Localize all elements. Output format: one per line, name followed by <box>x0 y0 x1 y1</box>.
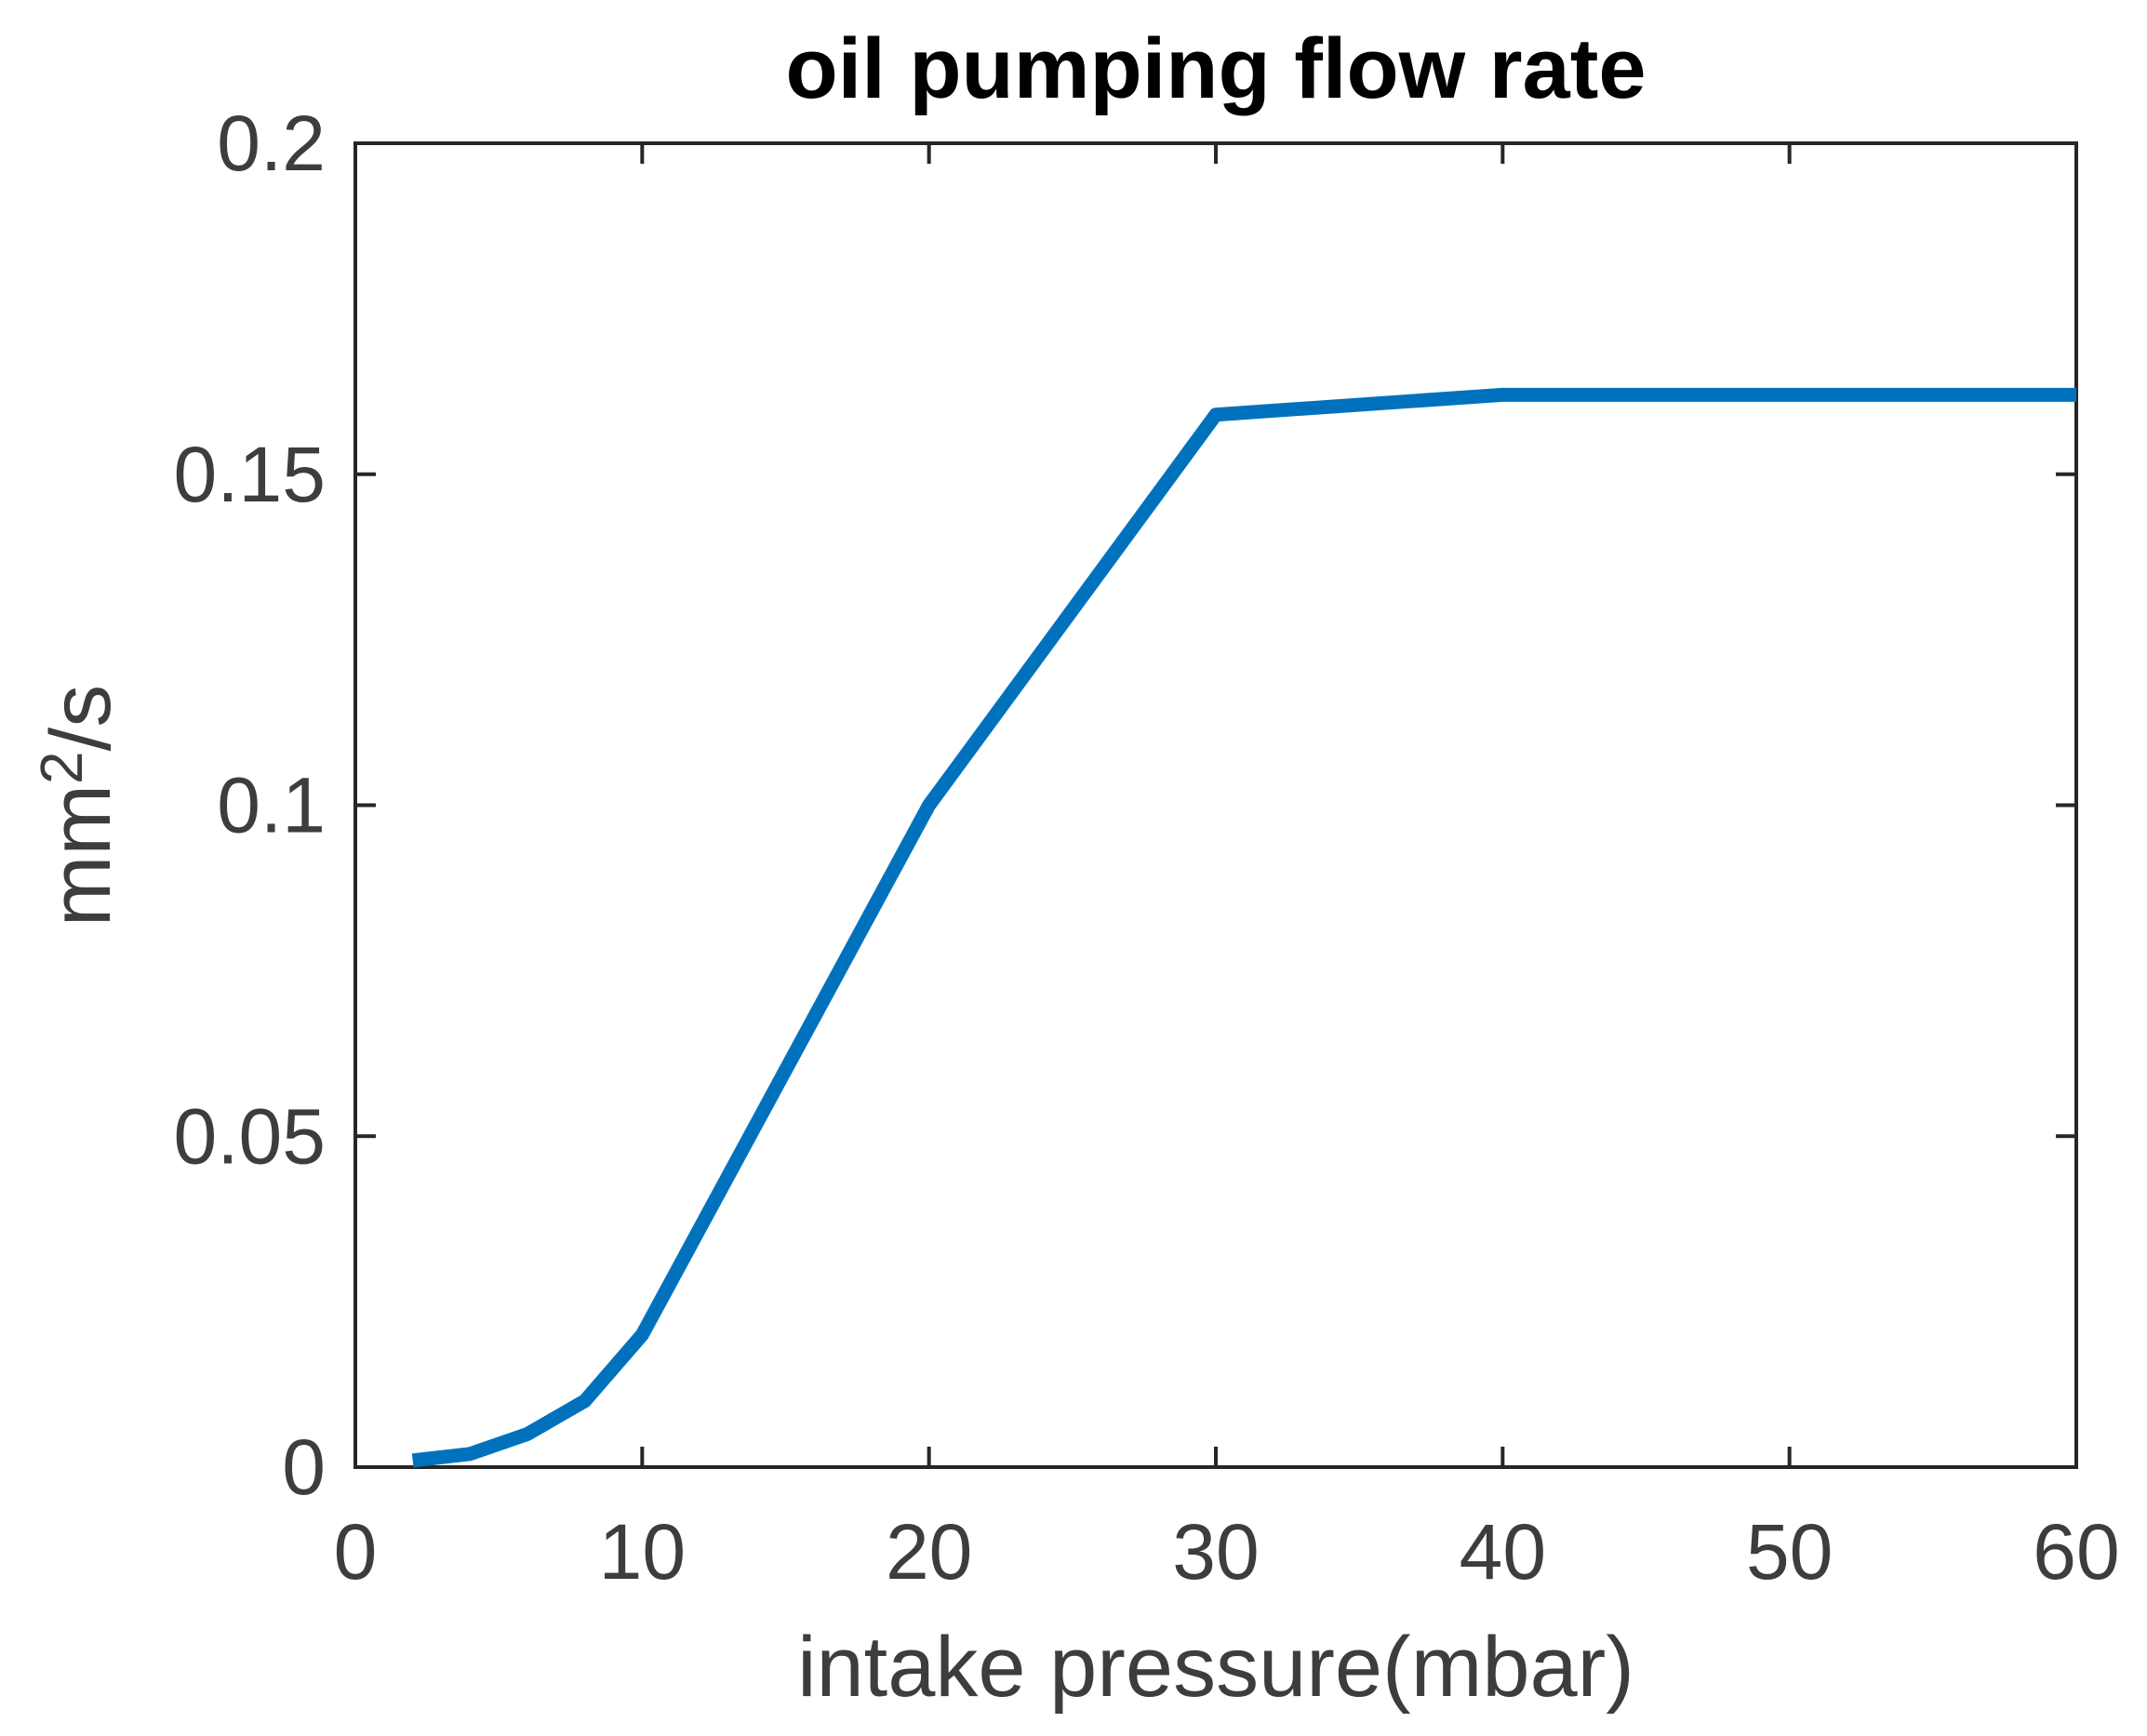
x-tick-label: 0 <box>334 1508 378 1596</box>
y-tick-label: 0 <box>282 1423 326 1511</box>
x-tick-label: 60 <box>2033 1508 2119 1596</box>
tick-label-layer: 0 10 20 30 40 50 60 0 0.05 0.1 0.15 0.2 <box>174 100 2120 1596</box>
x-tick-label: 10 <box>599 1508 686 1596</box>
y-axis-label-suffix: /s <box>33 685 128 752</box>
y-axis-label-base: mm <box>33 784 128 927</box>
y-tick-label: 0.1 <box>217 762 326 849</box>
y-tick-label: 0.05 <box>174 1092 327 1180</box>
x-tick-label: 30 <box>1172 1508 1259 1596</box>
x-tick-label: 20 <box>886 1508 972 1596</box>
y-axis-label-superscript: 2 <box>28 751 95 784</box>
x-axis-label: intake pressure(mbar) <box>797 1620 1634 1715</box>
axis-box <box>353 141 2078 1469</box>
series-layer <box>411 387 2076 1468</box>
flow-rate-line <box>411 387 2076 1468</box>
x-tick-label: 40 <box>1460 1508 1546 1596</box>
axes-layer <box>353 141 2078 1469</box>
chart-title: oil pumping flow rate <box>785 21 1646 116</box>
y-axis-label: mm2/s <box>28 685 128 927</box>
x-tick-label: 50 <box>1746 1508 1833 1596</box>
y-tick-label: 0.15 <box>174 431 327 518</box>
y-tick-label: 0.2 <box>217 100 326 187</box>
